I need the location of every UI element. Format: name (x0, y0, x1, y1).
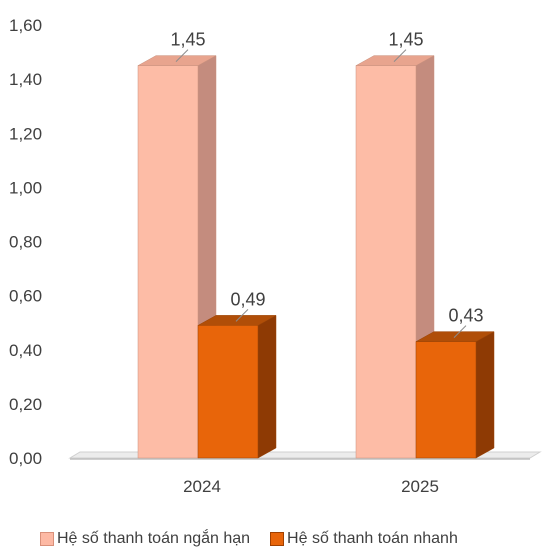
legend-swatch-short-term (40, 532, 54, 546)
y-axis: 0,00 0,20 0,40 0,60 0,80 1,00 1,20 1,40 1,60 (9, 16, 42, 468)
data-label: 0,49 (230, 289, 265, 309)
legend-label-quick: Hệ số thanh toán nhanh (287, 530, 458, 547)
data-label: 0,43 (448, 306, 483, 326)
data-label-leader (175, 49, 189, 62)
y-tick-label: 1,00 (9, 178, 42, 197)
y-tick-label: 1,60 (9, 16, 42, 35)
bar (137, 65, 199, 459)
data-label-leader (235, 309, 249, 322)
bar (355, 65, 417, 459)
legend-item-quick: Hệ số thanh toán nhanh (270, 530, 458, 548)
legend-swatch-quick (270, 532, 285, 546)
y-tick-label: 1,20 (9, 124, 42, 143)
legend: Hệ số thanh toán ngắn hạn Hệ số thanh to… (40, 530, 556, 548)
data-label: 1,45 (170, 30, 205, 50)
legend-label-short-term: Hệ số thanh toán ngắn hạn (57, 530, 251, 547)
y-tick-label: 0,20 (9, 395, 42, 414)
data-label-leader (453, 325, 467, 338)
data-label: 1,45 (388, 30, 423, 50)
y-tick-label: 0,80 (9, 233, 42, 252)
y-tick-label: 0,00 (9, 449, 42, 468)
y-tick-label: 0,40 (9, 341, 42, 360)
x-tick-label: 2025 (401, 477, 439, 496)
y-tick-label: 1,40 (9, 70, 42, 89)
bar-side-face (257, 314, 277, 459)
legend-item-short-term: Hệ số thanh toán ngắn hạn (40, 530, 250, 548)
y-tick-label: 0,60 (9, 287, 42, 306)
x-axis: 2024 2025 (183, 477, 439, 496)
bar (415, 341, 477, 459)
bar (197, 325, 259, 459)
data-label-leader (393, 49, 407, 62)
bar-group: 1,45 0,49 1,45 0,43 (137, 30, 495, 459)
x-tick-label: 2024 (183, 477, 221, 496)
bar-side-face (475, 331, 495, 459)
